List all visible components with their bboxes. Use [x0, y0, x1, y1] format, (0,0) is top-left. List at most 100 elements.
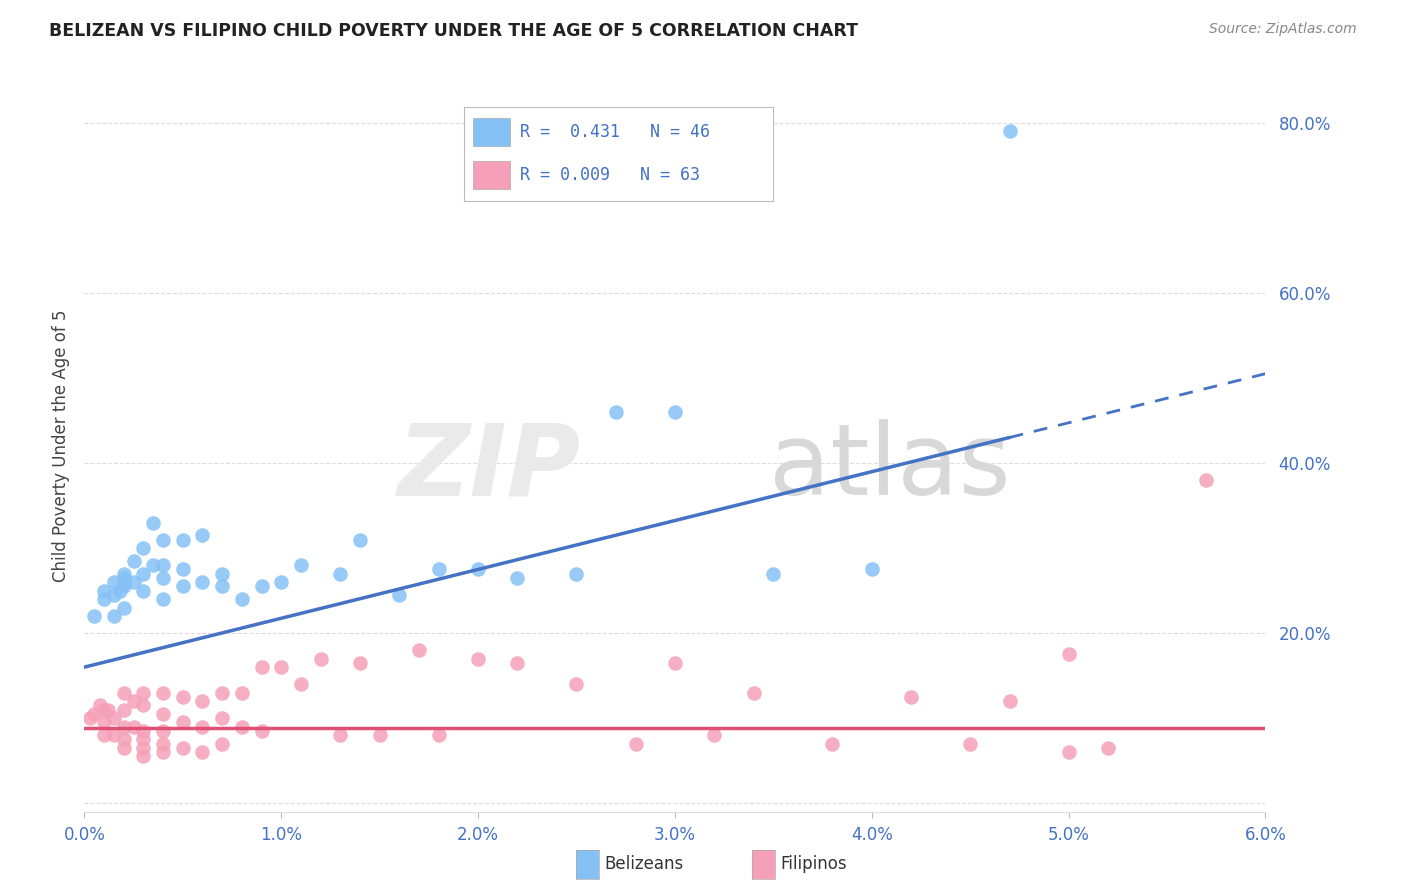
Text: Source: ZipAtlas.com: Source: ZipAtlas.com — [1209, 22, 1357, 37]
Point — [132, 686, 155, 700]
Point — [742, 686, 765, 700]
Point — [172, 579, 194, 593]
Point — [83, 706, 105, 721]
Point — [408, 643, 430, 657]
Point — [427, 562, 450, 576]
Point — [270, 660, 292, 674]
Point — [349, 656, 371, 670]
Point — [103, 575, 125, 590]
Point — [1057, 648, 1080, 662]
Point — [231, 720, 253, 734]
Point — [998, 694, 1021, 708]
Point — [132, 583, 155, 598]
Point — [231, 686, 253, 700]
Point — [270, 575, 292, 590]
Text: Filipinos: Filipinos — [780, 855, 846, 873]
Point — [79, 711, 101, 725]
Point — [112, 575, 135, 590]
Point — [112, 686, 135, 700]
Point — [211, 711, 233, 725]
Point — [152, 571, 174, 585]
Point — [103, 728, 125, 742]
Text: Belizeans: Belizeans — [605, 855, 683, 873]
Point — [506, 656, 529, 670]
Point — [93, 728, 115, 742]
Point — [142, 558, 165, 572]
Point — [250, 660, 273, 674]
Point — [152, 686, 174, 700]
Point — [112, 740, 135, 755]
Point — [152, 558, 174, 572]
Point — [231, 592, 253, 607]
Point — [93, 715, 115, 730]
Point — [132, 749, 155, 764]
Point — [122, 575, 145, 590]
Point — [191, 528, 214, 542]
Point — [152, 745, 174, 759]
Point — [349, 533, 371, 547]
Point — [93, 703, 115, 717]
Point — [142, 516, 165, 530]
Point — [172, 715, 194, 730]
Point — [112, 720, 135, 734]
Point — [191, 720, 214, 734]
Text: R =  0.431   N = 46: R = 0.431 N = 46 — [520, 123, 710, 141]
Point — [191, 745, 214, 759]
Text: R = 0.009   N = 63: R = 0.009 N = 63 — [520, 167, 700, 185]
Point — [152, 533, 174, 547]
Point — [112, 600, 135, 615]
Point — [624, 737, 647, 751]
Point — [132, 541, 155, 555]
Point — [112, 732, 135, 747]
Point — [388, 588, 411, 602]
Point — [103, 588, 125, 602]
Point — [93, 592, 115, 607]
Point — [703, 728, 725, 742]
Point — [172, 690, 194, 704]
Point — [132, 566, 155, 581]
Point — [152, 706, 174, 721]
Point — [821, 737, 844, 751]
Text: atlas: atlas — [769, 419, 1011, 516]
Point — [191, 694, 214, 708]
Point — [211, 737, 233, 751]
Point — [860, 562, 883, 576]
Point — [172, 740, 194, 755]
Point — [467, 651, 489, 665]
Point — [132, 740, 155, 755]
Point — [152, 737, 174, 751]
Point — [506, 571, 529, 585]
Y-axis label: Child Poverty Under the Age of 5: Child Poverty Under the Age of 5 — [52, 310, 70, 582]
Point — [112, 703, 135, 717]
Point — [97, 703, 120, 717]
Point — [211, 579, 233, 593]
Point — [998, 124, 1021, 138]
Point — [112, 566, 135, 581]
Point — [329, 566, 352, 581]
Point — [132, 698, 155, 713]
Point — [122, 720, 145, 734]
Point — [211, 566, 233, 581]
Point — [427, 728, 450, 742]
Point — [565, 677, 588, 691]
Point — [309, 651, 332, 665]
Point — [290, 677, 312, 691]
Point — [103, 609, 125, 624]
Point — [959, 737, 981, 751]
Point — [191, 575, 214, 590]
Point — [605, 405, 627, 419]
Point — [152, 723, 174, 738]
Point — [172, 562, 194, 576]
Point — [762, 566, 785, 581]
Point — [122, 694, 145, 708]
Point — [329, 728, 352, 742]
Text: ZIP: ZIP — [398, 419, 581, 516]
Point — [1057, 745, 1080, 759]
Point — [250, 723, 273, 738]
Text: BELIZEAN VS FILIPINO CHILD POVERTY UNDER THE AGE OF 5 CORRELATION CHART: BELIZEAN VS FILIPINO CHILD POVERTY UNDER… — [49, 22, 858, 40]
Point — [132, 732, 155, 747]
Point — [172, 533, 194, 547]
Point — [1097, 740, 1119, 755]
Point — [664, 656, 686, 670]
Point — [1195, 473, 1218, 487]
